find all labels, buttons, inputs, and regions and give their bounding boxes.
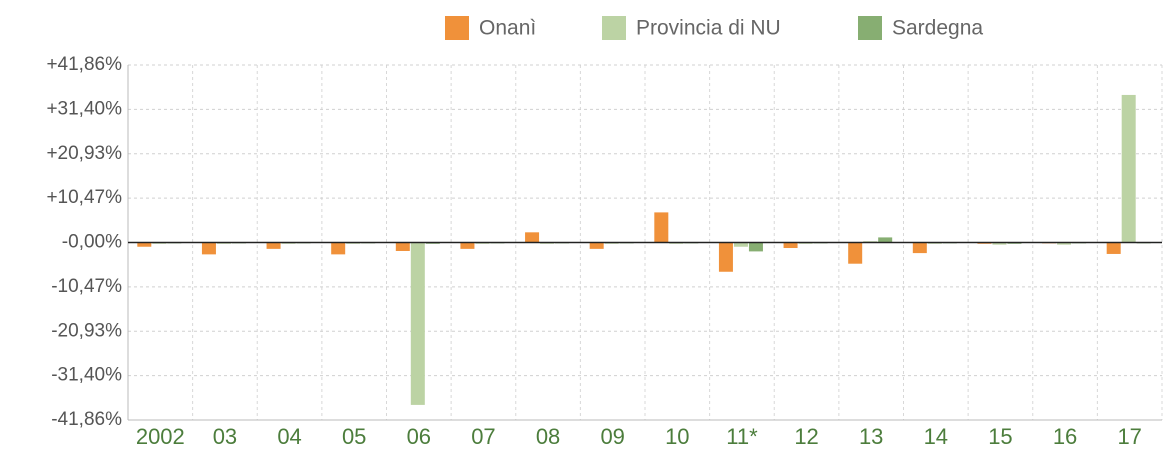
bar xyxy=(331,242,346,255)
bar xyxy=(783,242,798,249)
bar xyxy=(733,242,748,247)
x-tick-label: 15 xyxy=(988,424,1012,449)
x-tick-label: 10 xyxy=(665,424,689,449)
bar xyxy=(1121,94,1136,243)
legend-swatch xyxy=(858,16,882,40)
y-tick-label: -10,47% xyxy=(51,276,122,297)
x-tick-label: 09 xyxy=(600,424,624,449)
bar xyxy=(266,242,281,249)
x-tick-label: 08 xyxy=(536,424,560,449)
x-tick-label: 12 xyxy=(794,424,818,449)
bar xyxy=(395,242,410,251)
bar xyxy=(992,242,1007,245)
bar xyxy=(201,242,216,255)
bar xyxy=(460,242,475,249)
bar xyxy=(1106,242,1121,254)
legend-label: Onanì xyxy=(479,17,536,40)
legend-swatch xyxy=(445,16,469,40)
bar xyxy=(912,242,927,254)
bar xyxy=(525,232,540,243)
bar xyxy=(848,242,863,264)
x-tick-label: 2002 xyxy=(136,424,185,449)
bar xyxy=(654,212,669,243)
legend-label: Sardegna xyxy=(892,17,983,40)
y-tick-label: -20,93% xyxy=(51,320,122,341)
y-tick-label: +41,86% xyxy=(46,54,122,75)
y-tick-label: -31,40% xyxy=(51,365,122,386)
bar xyxy=(718,242,733,272)
x-tick-label: 04 xyxy=(277,424,301,449)
y-tick-label: -41,86% xyxy=(51,409,122,430)
y-tick-label: +10,47% xyxy=(46,187,122,208)
x-tick-label: 17 xyxy=(1117,424,1141,449)
x-tick-label: 14 xyxy=(924,424,948,449)
y-tick-label: -0,00% xyxy=(62,232,122,253)
bar xyxy=(1057,242,1072,245)
x-tick-label: 06 xyxy=(407,424,431,449)
legend-swatch xyxy=(602,16,626,40)
x-tick-label: 07 xyxy=(471,424,495,449)
legend-label: Provincia di NU xyxy=(636,17,781,40)
bar xyxy=(878,237,893,243)
x-tick-label: 11* xyxy=(726,424,758,449)
bar xyxy=(748,242,763,252)
bar xyxy=(137,242,152,247)
x-tick-label: 05 xyxy=(342,424,366,449)
y-tick-label: +20,93% xyxy=(46,143,122,164)
x-tick-label: 03 xyxy=(213,424,237,449)
y-tick-label: +31,40% xyxy=(46,98,122,119)
x-tick-label: 16 xyxy=(1053,424,1077,449)
bar xyxy=(410,242,425,405)
x-tick-label: 13 xyxy=(859,424,883,449)
bar xyxy=(589,242,604,249)
